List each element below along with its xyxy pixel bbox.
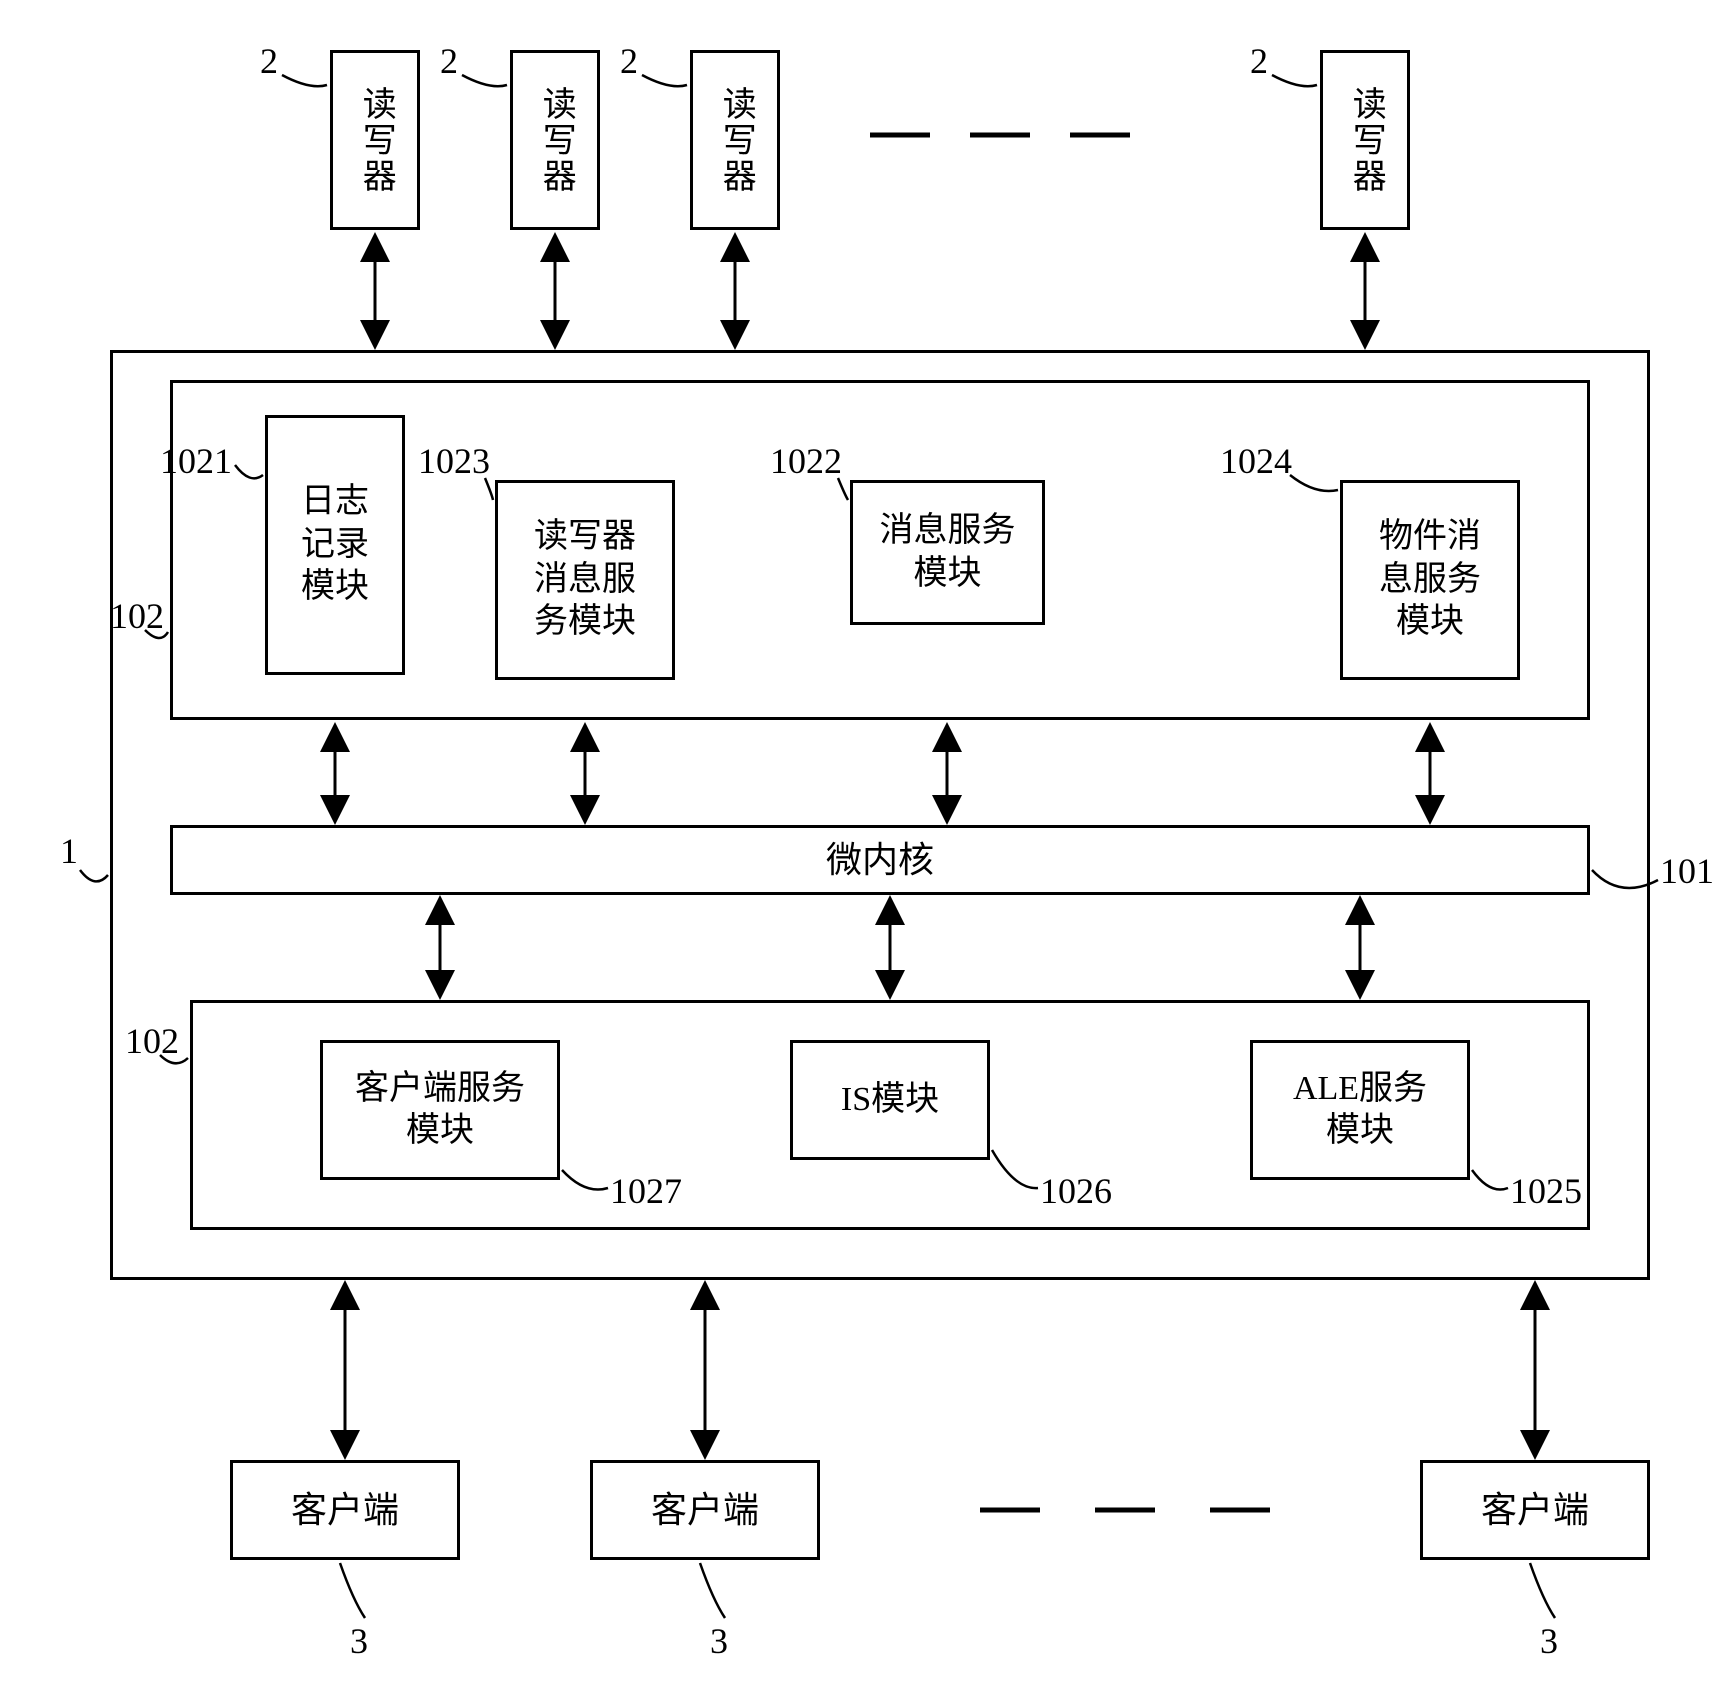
reader-label: 读写器 [354,86,397,194]
obj-msg-module-label: 物件消 息服务 模块 [1379,516,1481,644]
reader-box-2: 读写器 [510,50,600,230]
reader-label: 读写器 [534,86,577,194]
ref-label-reader-3: 2 [620,40,638,82]
client-box-2: 客户端 [590,1460,820,1560]
ref-1023: 1023 [418,440,490,482]
diagram-canvas: 读写器 读写器 读写器 读写器 2 2 2 2 日志 记录 模块 读写器 消息服… [20,20,1717,1687]
msg-service-module-label: 消息服务 模块 [880,510,1016,595]
ref-1022: 1022 [770,440,842,482]
rw-msg-module: 读写器 消息服 务模块 [495,480,675,680]
ref-label-reader-2: 2 [440,40,458,82]
ref-1025: 1025 [1510,1170,1582,1212]
reader-label: 读写器 [714,86,757,194]
ref-main: 1 [60,830,78,872]
reader-label: 读写器 [1344,86,1387,194]
client-label: 客户端 [651,1488,759,1533]
ref-1024: 1024 [1220,440,1292,482]
ref-label-reader-n: 2 [1250,40,1268,82]
ale-service-module: ALE服务 模块 [1250,1040,1470,1180]
ref-client-2: 3 [710,1620,728,1662]
is-module-label: IS模块 [841,1079,939,1122]
client-label: 客户端 [1481,1488,1589,1533]
ref-lower-group: 102 [125,1020,179,1062]
ref-client-n: 3 [1540,1620,1558,1662]
ref-kernel: 101 [1660,850,1714,892]
log-module: 日志 记录 模块 [265,415,405,675]
client-label: 客户端 [291,1488,399,1533]
log-module-label: 日志 记录 模块 [301,481,369,609]
microkernel: 微内核 [170,825,1590,895]
msg-service-module: 消息服务 模块 [850,480,1045,625]
is-module: IS模块 [790,1040,990,1160]
client-service-module: 客户端服务 模块 [320,1040,560,1180]
ref-1027: 1027 [610,1170,682,1212]
rw-msg-module-label: 读写器 消息服 务模块 [534,516,636,644]
ref-client-1: 3 [350,1620,368,1662]
client-box-n: 客户端 [1420,1460,1650,1560]
reader-box-1: 读写器 [330,50,420,230]
ref-label-reader-1: 2 [260,40,278,82]
obj-msg-module: 物件消 息服务 模块 [1340,480,1520,680]
ale-service-module-label: ALE服务 模块 [1293,1068,1427,1153]
ref-1021: 1021 [160,440,232,482]
ref-1026: 1026 [1040,1170,1112,1212]
client-service-module-label: 客户端服务 模块 [355,1068,525,1153]
reader-box-3: 读写器 [690,50,780,230]
ref-upper-group: 102 [110,595,164,637]
reader-box-n: 读写器 [1320,50,1410,230]
microkernel-label: 微内核 [826,838,934,883]
client-box-1: 客户端 [230,1460,460,1560]
